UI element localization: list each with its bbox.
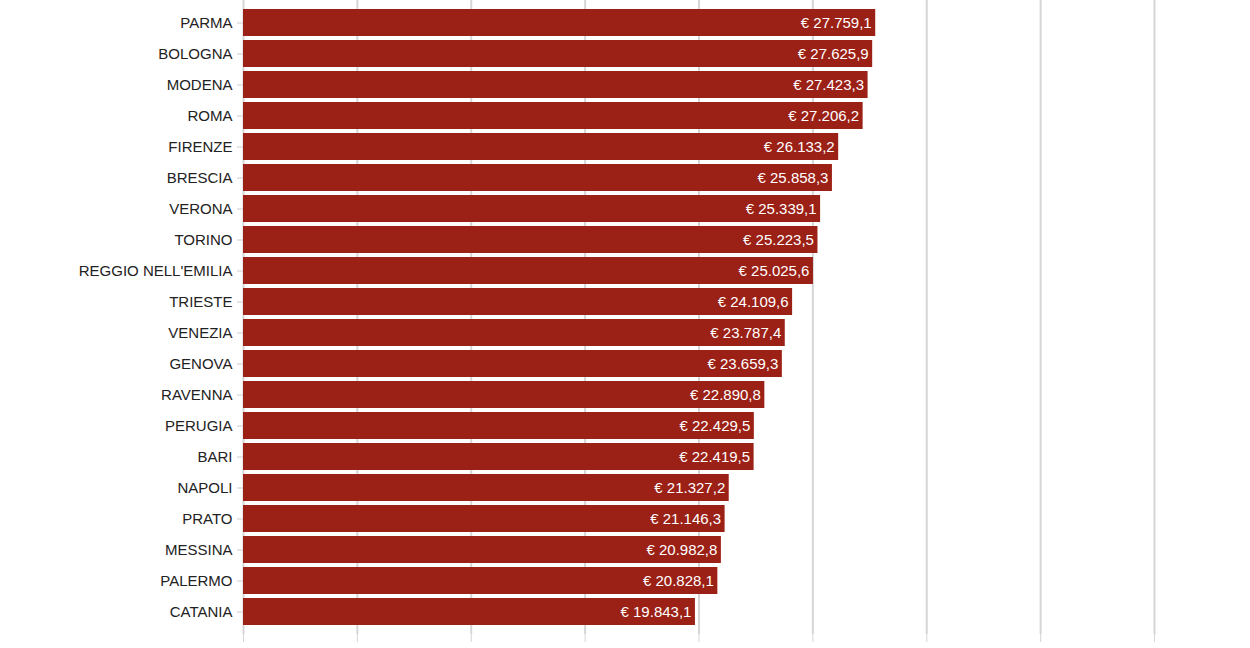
svg-text:€ 23.659,3: € 23.659,3: [707, 355, 778, 372]
svg-text:€ 27.423,3: € 27.423,3: [793, 76, 864, 93]
svg-text:NAPOLI: NAPOLI: [177, 479, 232, 496]
svg-text:CATANIA: CATANIA: [170, 603, 233, 620]
svg-text:BARI: BARI: [197, 448, 232, 465]
svg-text:€ 27.206,2: € 27.206,2: [788, 107, 859, 124]
svg-text:BOLOGNA: BOLOGNA: [158, 45, 232, 62]
svg-text:€ 22.429,5: € 22.429,5: [679, 417, 750, 434]
svg-text:MESSINA: MESSINA: [165, 541, 233, 558]
svg-text:€ 24.109,6: € 24.109,6: [718, 293, 789, 310]
svg-text:VENEZIA: VENEZIA: [168, 324, 232, 341]
svg-text:FIRENZE: FIRENZE: [168, 138, 232, 155]
svg-text:MODENA: MODENA: [167, 76, 233, 93]
svg-text:€ 26.133,2: € 26.133,2: [764, 138, 835, 155]
svg-text:€ 19.843,1: € 19.843,1: [621, 603, 692, 620]
svg-text:€ 27.625,9: € 27.625,9: [798, 45, 869, 62]
svg-text:TORINO: TORINO: [174, 231, 232, 248]
svg-text:€ 23.787,4: € 23.787,4: [710, 324, 781, 341]
svg-text:PARMA: PARMA: [180, 14, 232, 31]
svg-text:PALERMO: PALERMO: [160, 572, 232, 589]
svg-text:€ 22.419,5: € 22.419,5: [679, 448, 750, 465]
svg-text:GENOVA: GENOVA: [169, 355, 232, 372]
svg-text:RAVENNA: RAVENNA: [161, 386, 232, 403]
svg-text:€ 20.982,8: € 20.982,8: [646, 541, 717, 558]
svg-text:BRESCIA: BRESCIA: [167, 169, 233, 186]
svg-text:€ 20.828,1: € 20.828,1: [643, 572, 714, 589]
svg-text:PRATO: PRATO: [182, 510, 232, 527]
svg-text:TRIESTE: TRIESTE: [169, 293, 232, 310]
svg-text:€ 25.025,6: € 25.025,6: [739, 262, 810, 279]
svg-text:ROMA: ROMA: [188, 107, 233, 124]
svg-text:€ 25.339,1: € 25.339,1: [746, 200, 817, 217]
svg-text:VERONA: VERONA: [169, 200, 232, 217]
svg-text:€ 22.890,8: € 22.890,8: [690, 386, 761, 403]
svg-text:€ 25.223,5: € 25.223,5: [743, 231, 814, 248]
svg-text:€ 21.327,2: € 21.327,2: [654, 479, 725, 496]
svg-text:REGGIO NELL'EMILIA: REGGIO NELL'EMILIA: [79, 262, 233, 279]
svg-text:€ 25.858,3: € 25.858,3: [758, 169, 829, 186]
svg-text:€ 27.759,1: € 27.759,1: [801, 14, 872, 31]
svg-text:€ 21.146,3: € 21.146,3: [650, 510, 721, 527]
svg-text:PERUGIA: PERUGIA: [165, 417, 233, 434]
